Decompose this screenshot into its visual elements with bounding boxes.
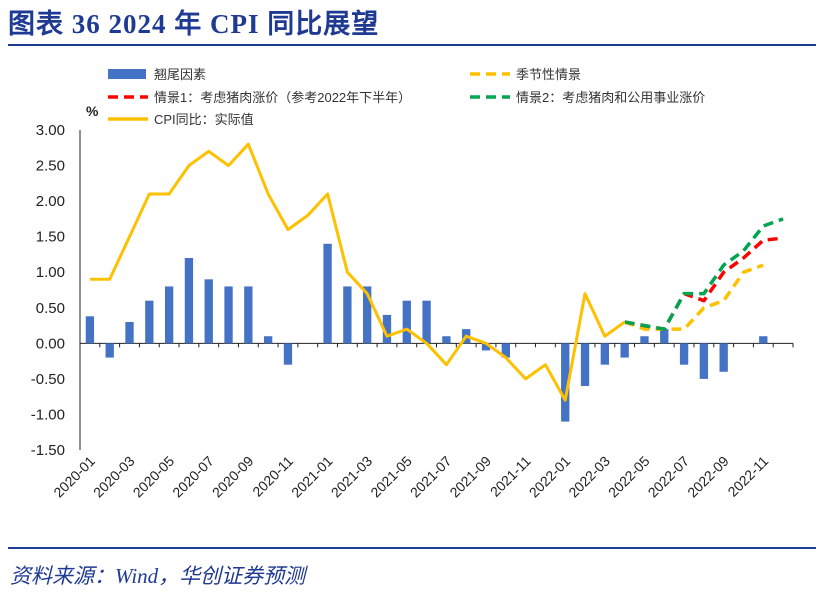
y-tick-label: 1.50 [36, 229, 65, 246]
bar [422, 300, 431, 344]
bar [620, 343, 629, 358]
bar [481, 343, 491, 351]
x-tick-label: 2021-05 [367, 453, 415, 501]
x-tick-label: 2022-09 [684, 453, 732, 501]
x-tick-label: 2020-09 [209, 453, 257, 501]
y-tick-label: 3.00 [36, 122, 65, 139]
x-tick-label: 2021-07 [407, 453, 455, 501]
x-tick-label: 2022-05 [605, 453, 653, 501]
y-tick-label: 0.00 [36, 335, 65, 352]
series-line [624, 236, 784, 331]
legend-swatch [108, 69, 146, 79]
bar [442, 336, 451, 344]
bar [660, 329, 669, 344]
x-axis-ticks: 2020-012020-032020-052020-072020-092020-… [50, 453, 771, 501]
title-rule [8, 44, 816, 46]
legend-label: CPI同比：实际值 [154, 112, 254, 127]
source-rule [8, 547, 816, 549]
bar [580, 343, 590, 386]
bar [244, 286, 253, 344]
y-axis-ticks: -1.50 -1.00 -0.50 0.00 0.50 1.00 1.50 2.00 2.50 3… [31, 122, 65, 459]
bar [679, 343, 689, 365]
x-tick-label: 2022-07 [645, 453, 693, 501]
legend-label: 季节性情景 [516, 67, 581, 82]
y-tick-label: 1.00 [36, 264, 65, 281]
bar [501, 343, 510, 358]
x-tick-label: 2021-11 [487, 453, 534, 500]
line-series [89, 142, 784, 402]
x-tick-label: 2020-01 [50, 453, 98, 501]
y-axis-label: % [86, 103, 99, 119]
y-tick-label: -1.50 [31, 442, 65, 459]
x-tick-label: 2022-01 [526, 453, 574, 501]
y-tick-label: 2.50 [36, 158, 65, 175]
x-tick-label: 2021-09 [446, 453, 494, 501]
bar [363, 286, 372, 344]
bar [283, 343, 293, 365]
legend-label: 情景1：考虑猪肉涨价（参考2022年下半年） [154, 90, 411, 105]
y-tick-label: 0.50 [36, 300, 65, 317]
bar [263, 336, 273, 344]
bar [699, 343, 709, 379]
bar [164, 286, 174, 344]
bar [145, 300, 154, 344]
x-tick-label: 2022-03 [565, 453, 613, 501]
bar [105, 343, 114, 358]
bar [402, 300, 411, 344]
y-tick-label: -1.00 [31, 406, 65, 423]
bar [640, 336, 649, 344]
bar [224, 286, 233, 344]
series-line [624, 217, 784, 331]
bar [85, 316, 95, 344]
bar [759, 336, 768, 344]
x-tick-label: 2020-03 [90, 453, 138, 501]
legend-label: 翘尾因素 [154, 67, 206, 82]
figure-title: 图表 36 2024 年 CPI 同比展望 [8, 9, 380, 39]
bar [719, 343, 728, 372]
x-tick-label: 2020-11 [249, 453, 296, 500]
y-tick-label: -0.50 [31, 371, 65, 388]
series-line [89, 142, 626, 402]
bar [600, 343, 610, 365]
source-note: 资料来源：Wind，华创证券预测 [10, 564, 306, 588]
y-tick-label: 2.00 [36, 193, 65, 210]
bar [184, 258, 194, 344]
bar-series [85, 243, 768, 422]
x-tick-label: 2021-03 [328, 453, 376, 501]
bar [204, 279, 213, 344]
bar [343, 286, 352, 344]
bar [125, 322, 134, 344]
bar [561, 343, 570, 422]
x-tick-label: 2020-07 [169, 453, 217, 501]
chart-axes [79, 130, 794, 450]
bar [323, 243, 332, 344]
legend-label: 情景2：考虑猪肉和公用事业涨价 [516, 90, 705, 105]
x-tick-label: 2022-11 [725, 453, 772, 500]
bar [382, 314, 392, 344]
x-tick-label: 2021-01 [288, 453, 336, 501]
series-line [624, 263, 764, 331]
x-tick-label: 2020-05 [130, 453, 178, 501]
